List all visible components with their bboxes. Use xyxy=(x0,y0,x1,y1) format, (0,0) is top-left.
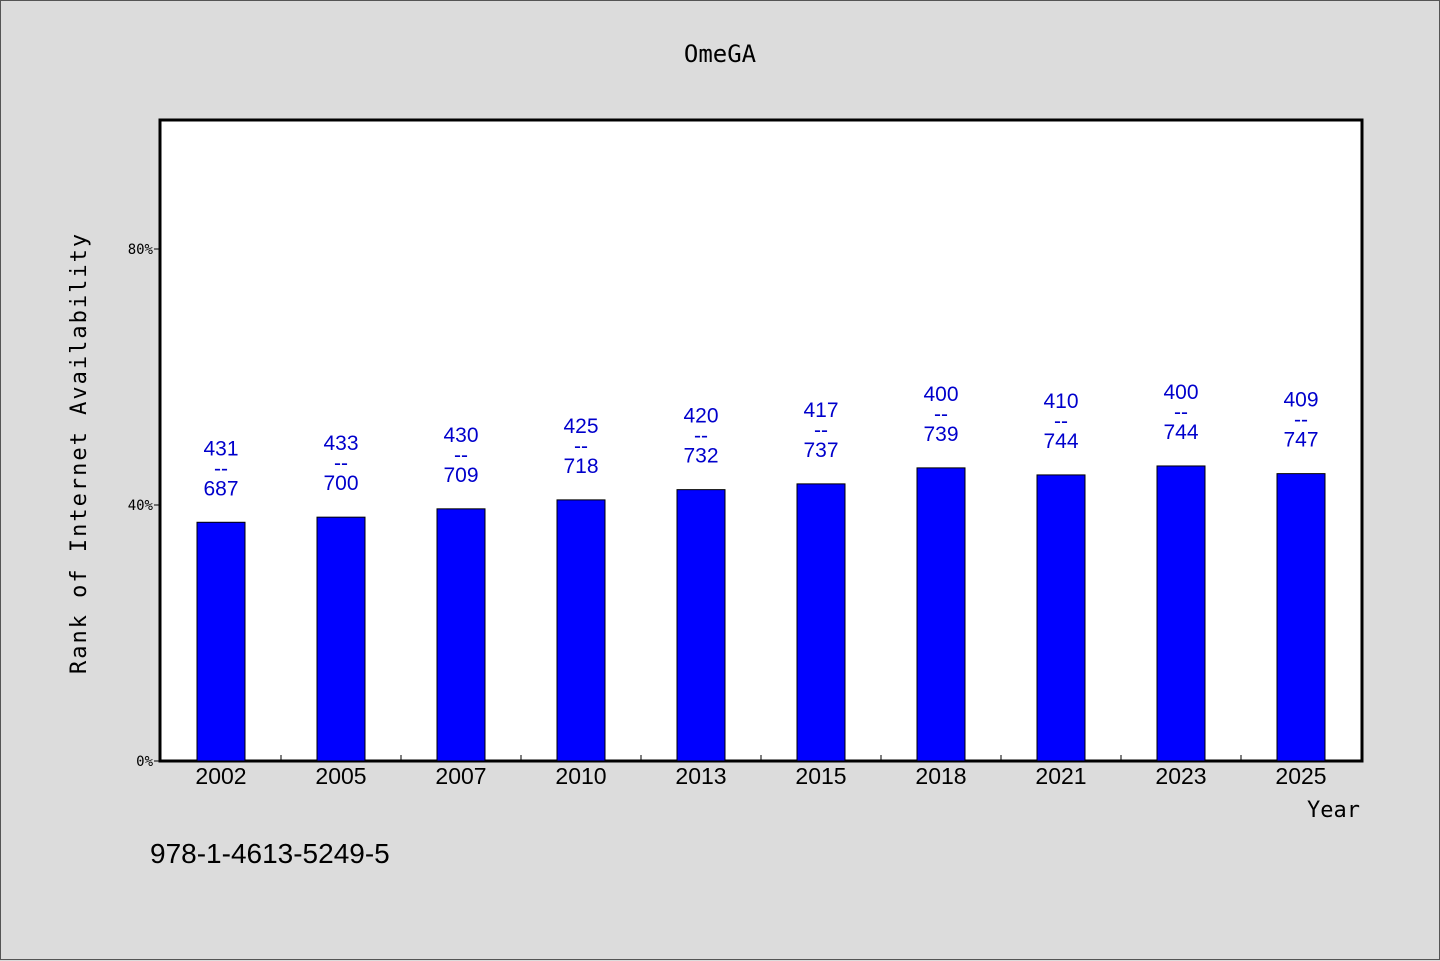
x-tick-label-2002: 2002 xyxy=(195,763,246,789)
bar-label-2013-bottom: 732 xyxy=(683,445,718,468)
y-axis-title: Rank of Internet Availability xyxy=(67,232,92,674)
bar-label-2013-sep: -- xyxy=(694,425,708,448)
x-tick-label-2023: 2023 xyxy=(1155,763,1206,789)
x-axis: 2002 2005 2007 2010 2013 2015 2018 2021 2023 2025 xyxy=(195,755,1327,789)
bar-label-2007-bottom: 709 xyxy=(443,464,478,487)
bar-label-2007-sep: -- xyxy=(454,444,468,467)
bar-label-2025-bottom: 747 xyxy=(1283,429,1318,452)
bar-2005 xyxy=(316,516,366,762)
bar-label-2015-bottom: 737 xyxy=(803,439,838,462)
x-tick-label-2015: 2015 xyxy=(795,763,846,789)
bar-2021 xyxy=(1036,474,1086,762)
bar-label-2018-bottom: 739 xyxy=(923,423,958,446)
bar-2002 xyxy=(196,521,246,762)
bar-label-2023-top: 400 xyxy=(1163,381,1198,404)
y-tick-label: 0% xyxy=(136,754,153,770)
x-tick-label-2007: 2007 xyxy=(435,763,486,789)
bar-label-2007-top: 430 xyxy=(443,424,478,447)
bar-label-2013-top: 420 xyxy=(683,405,718,428)
bar-label-2021-sep: -- xyxy=(1054,410,1068,433)
bars-layer xyxy=(196,465,1326,762)
chart-title: OmeGA xyxy=(684,40,757,68)
bar-label-2025-sep: -- xyxy=(1294,409,1308,432)
x-tick-label-2013: 2013 xyxy=(675,763,726,789)
footer-isbn: 978-1-4613-5249-5 xyxy=(150,838,390,869)
value-labels-layer: 431--687433--700430--709425--718420--732… xyxy=(203,381,1318,500)
bar-label-2002-sep: -- xyxy=(214,457,228,480)
bar-label-2005-top: 433 xyxy=(323,432,358,455)
x-tick-label-2005: 2005 xyxy=(315,763,366,789)
bar-label-2002-bottom: 687 xyxy=(203,477,238,500)
y-tick-label: 80% xyxy=(128,242,154,258)
x-tick-label-2010: 2010 xyxy=(555,763,606,789)
x-axis-title: Year xyxy=(1307,798,1360,823)
y-tick-label: 40% xyxy=(128,498,154,514)
bar-label-2015-sep: -- xyxy=(814,419,828,442)
bar-label-2010-bottom: 718 xyxy=(563,455,598,478)
bar-2025 xyxy=(1276,473,1326,762)
bar-label-2021-top: 410 xyxy=(1043,390,1078,413)
bar-label-2002-top: 431 xyxy=(203,437,238,460)
bar-label-2010-top: 425 xyxy=(563,415,598,438)
bar-2018 xyxy=(916,467,966,762)
bar-label-2025-top: 409 xyxy=(1283,389,1318,412)
x-tick-label-2021: 2021 xyxy=(1035,763,1086,789)
bar-label-2018-top: 400 xyxy=(923,383,958,406)
bar-label-2005-bottom: 700 xyxy=(323,472,358,495)
bar-label-2005-sep: -- xyxy=(334,452,348,475)
x-tick-label-2018: 2018 xyxy=(915,763,966,789)
bar-2010 xyxy=(556,499,606,762)
bar-label-2023-bottom: 744 xyxy=(1163,421,1198,444)
bar-2013 xyxy=(676,489,726,762)
bar-2023 xyxy=(1156,465,1206,762)
bar-2015 xyxy=(796,483,846,762)
bar-label-2021-bottom: 744 xyxy=(1043,430,1078,453)
y-axis: 0% 40% 80% xyxy=(128,242,161,770)
x-tick-label-2025: 2025 xyxy=(1275,763,1326,789)
bar-label-2015-top: 417 xyxy=(803,399,838,422)
bar-2007 xyxy=(436,508,486,762)
bar-label-2010-sep: -- xyxy=(574,435,588,458)
bar-label-2023-sep: -- xyxy=(1174,401,1188,424)
bar-label-2018-sep: -- xyxy=(934,403,948,426)
